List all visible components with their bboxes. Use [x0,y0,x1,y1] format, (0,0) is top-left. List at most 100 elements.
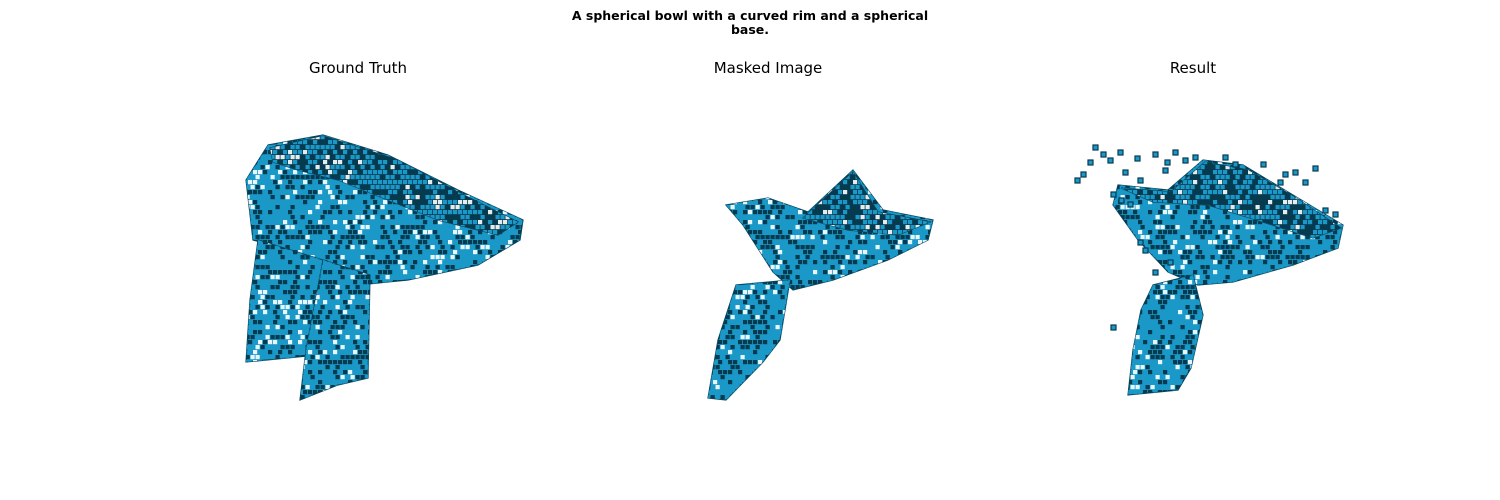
voxel [493,170,498,175]
voxel [296,365,300,369]
voxel [460,145,465,150]
voxel [390,225,395,230]
voxel [785,215,790,220]
voxel [258,270,263,275]
voxel [393,170,398,175]
voxel [495,165,500,170]
voxel [373,390,377,394]
voxel [513,180,518,185]
voxel [340,315,345,320]
voxel [388,300,392,304]
voxel [280,255,285,260]
voxel [250,285,255,290]
voxel [775,195,780,200]
voxel [305,185,310,190]
voxel [400,195,405,200]
voxel [483,190,488,195]
voxel [513,220,518,225]
voxel [473,260,478,265]
voxel [360,275,365,280]
voxel [273,280,278,285]
voxel [518,270,523,275]
voxel [505,165,510,170]
voxel [345,215,350,220]
voxel [358,250,363,255]
voxel [253,310,258,315]
voxel [263,160,268,165]
voxel [365,365,370,370]
voxel [248,260,253,265]
voxel [488,230,493,235]
voxel [250,195,255,200]
voxel [318,200,323,205]
voxel [308,220,313,225]
voxel [448,150,453,155]
voxel [450,215,455,220]
voxel [928,180,933,185]
voxel [515,275,520,280]
voxel [325,225,330,230]
voxel [278,350,283,355]
voxel [343,300,348,305]
voxel [523,240,527,244]
voxel [420,195,425,200]
voxel [313,240,318,245]
voxel [323,380,328,385]
voxel [495,135,500,140]
voxel [428,200,433,205]
voxel [518,190,523,195]
voxel [310,145,315,150]
voxel [330,155,335,160]
voxel [315,365,320,370]
voxel [260,225,265,230]
voxel [790,175,795,180]
voxel [325,155,330,160]
voxel [303,270,308,275]
voxel [485,135,490,140]
voxel [933,180,937,184]
voxel [358,310,363,315]
voxel [458,280,463,285]
voxel [490,205,495,210]
voxel [253,230,258,235]
voxel [363,170,368,175]
voxel [478,300,482,304]
voxel [298,280,303,285]
voxel [451,285,455,289]
voxel [375,255,380,260]
voxel [815,185,820,190]
voxel [380,225,385,230]
voxel [433,170,438,175]
voxel [303,330,308,335]
voxel [903,170,908,175]
voxel [425,265,430,270]
voxel [265,225,270,230]
voxel [273,300,278,305]
voxel [490,145,495,150]
voxel [310,375,315,380]
voxel [518,190,522,194]
voxel [258,330,263,335]
voxel [873,180,878,185]
voxel [428,190,433,195]
voxel [323,200,328,205]
voxel [413,140,418,145]
voxel [390,175,395,180]
voxel [433,240,438,245]
voxel [513,260,518,265]
voxel [493,190,498,195]
voxel [401,285,405,289]
voxel [480,155,485,160]
voxel [348,400,352,404]
voxel [305,195,310,200]
voxel [918,170,923,175]
voxel [820,185,825,190]
voxel [913,170,918,175]
voxel [355,265,360,270]
voxel [508,160,513,165]
voxel [783,170,788,175]
voxel [290,135,295,140]
voxel [365,155,370,160]
voxel [418,210,423,215]
voxel [753,200,758,205]
